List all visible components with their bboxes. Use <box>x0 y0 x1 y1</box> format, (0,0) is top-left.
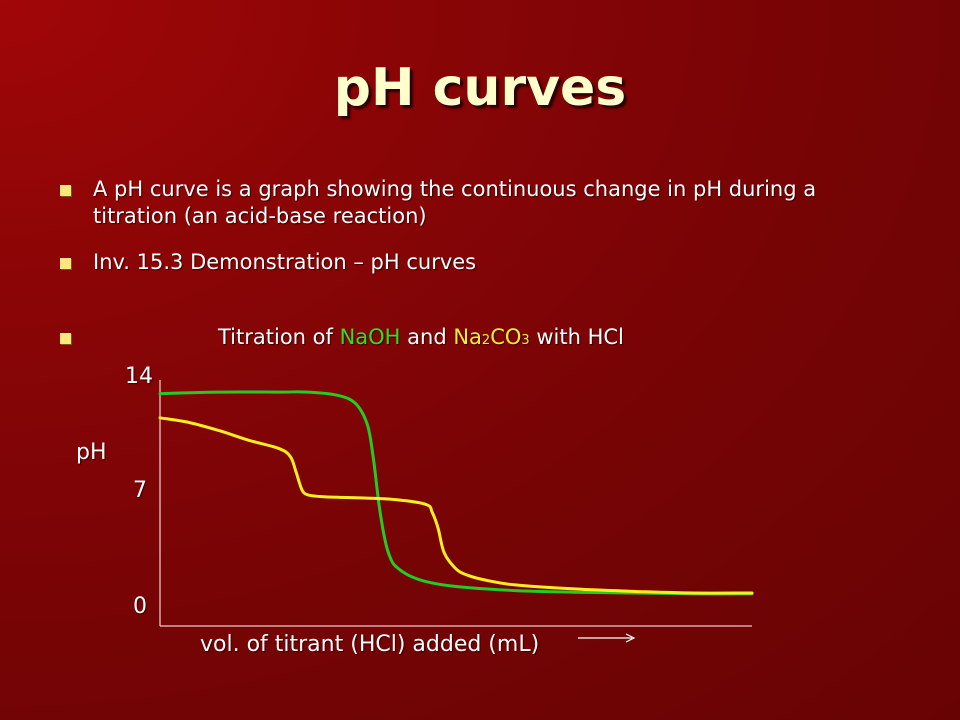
y-tick-0: 0 <box>133 594 147 619</box>
chart-title: Titration of NaOH and Na2CO3 with HCl <box>218 325 624 349</box>
bullet-text: A pH curve is a graph showing the contin… <box>93 177 817 228</box>
slide-title: pH curves <box>333 58 627 118</box>
legend-na2co3: Na2CO3 <box>453 325 530 349</box>
bullet-square-icon <box>60 333 71 344</box>
series-line-na2co3 <box>158 416 754 595</box>
bullet-square-icon <box>60 258 71 269</box>
bullet-square-icon <box>60 185 71 196</box>
x-axis-label: vol. of titrant (HCl) added (mL) <box>200 632 540 657</box>
series-line-naoh <box>158 390 754 596</box>
bullet-demonstration: Inv. 15.3 Demonstration – pH curves <box>58 249 476 276</box>
bullet-chart-title: Titration of NaOH and Na2CO3 with HCl <box>58 324 624 354</box>
y-tick-7: 7 <box>133 478 147 503</box>
y-axis-label: pH <box>76 440 107 465</box>
bullet-text: Inv. 15.3 Demonstration – pH curves <box>93 250 477 274</box>
x-axis-arrowhead-icon <box>625 633 636 643</box>
bullet-definition: A pH curve is a graph showing the contin… <box>58 176 878 230</box>
y-tick-14: 14 <box>125 364 153 389</box>
legend-naoh: NaOH <box>339 325 401 349</box>
